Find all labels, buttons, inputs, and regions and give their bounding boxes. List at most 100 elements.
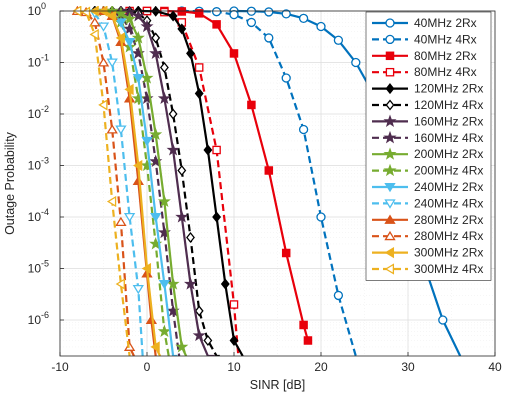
x-tick-label: -10 — [51, 360, 69, 374]
data-point-40mhz-4rx — [298, 124, 309, 135]
data-point-120mhz-4rx — [194, 305, 204, 317]
y-axis-label: Outage Probability — [3, 131, 17, 235]
data-point-300mhz-2rx — [141, 262, 152, 275]
legend-label-120mhz-2rx: 120MHz 2Rx — [414, 82, 483, 96]
data-point-40mhz-2rx — [438, 315, 448, 325]
legend-marker-240mhz-4rx — [384, 199, 396, 209]
data-point-300mhz-2rx — [132, 159, 143, 172]
series-group — [71, 6, 462, 356]
data-point-280mhz-4rx — [115, 216, 127, 227]
data-point-40mhz-4rx — [229, 9, 239, 20]
legend-marker-300mhz-2rx — [384, 246, 395, 259]
legend-label-280mhz-2rx: 280MHz 2Rx — [414, 213, 483, 227]
data-point-240mhz-2rx — [158, 279, 171, 290]
y-tick-exponent: -2 — [41, 104, 49, 114]
legend-label-80mhz-2rx: 80MHz 2Rx — [414, 49, 477, 63]
y-tick-label: 10 — [28, 56, 42, 70]
data-point-280mhz-4rx — [89, 17, 101, 27]
legend-entry-40mhz-2rx: 40MHz 2Rx — [372, 16, 477, 30]
data-point-300mhz-2rx — [150, 341, 160, 353]
legend-entry-160mhz-4rx: 160MHz 4Rx — [372, 131, 483, 145]
data-point-240mhz-2rx — [150, 212, 162, 223]
data-point-80mhz-4rx — [212, 145, 221, 155]
data-point-240mhz-2rx — [115, 18, 127, 28]
x-tick-label: 30 — [401, 360, 415, 374]
legend-label-300mhz-2rx: 300MHz 2Rx — [414, 246, 483, 260]
series-line-200mhz-2rx — [111, 9, 188, 356]
data-point-120mhz-4rx — [203, 334, 213, 347]
data-point-120mhz-4rx — [177, 164, 187, 177]
data-point-240mhz-2rx — [141, 136, 153, 147]
data-point-280mhz-4rx — [97, 57, 110, 67]
legend-label-280mhz-4rx: 280MHz 4Rx — [414, 229, 483, 243]
data-point-300mhz-2rx — [115, 32, 125, 44]
legend-entry-280mhz-4rx: 280MHz 4Rx — [372, 229, 483, 243]
data-point-200mhz-2rx — [149, 127, 163, 141]
data-point-300mhz-4rx — [89, 28, 99, 41]
data-point-120mhz-2rx — [212, 211, 222, 223]
series-240mhz-4rx — [89, 9, 144, 356]
data-point-80mhz-2rx — [177, 7, 187, 16]
legend-label-200mhz-2rx: 200MHz 2Rx — [414, 147, 483, 161]
y-tick-label: 10 — [28, 4, 42, 18]
legend-marker-80mhz-2rx — [385, 51, 395, 61]
legend-entry-80mhz-2rx: 80MHz 2Rx — [372, 49, 477, 63]
legend-entry-80mhz-4rx: 80MHz 4Rx — [372, 65, 477, 79]
y-tick-label: 10 — [28, 210, 42, 224]
data-point-80mhz-2rx — [212, 20, 221, 29]
data-point-120mhz-2rx — [177, 23, 187, 35]
data-point-300mhz-2rx — [106, 10, 117, 22]
data-point-280mhz-4rx — [106, 124, 118, 134]
data-point-160mhz-2rx — [175, 210, 189, 223]
data-point-300mhz-4rx — [80, 6, 91, 18]
legend-marker-200mhz-2rx — [383, 147, 397, 160]
data-point-120mhz-4rx — [186, 231, 195, 244]
data-point-300mhz-4rx — [98, 99, 108, 111]
legend-label-80mhz-4rx: 80MHz 4Rx — [414, 65, 477, 79]
data-point-200mhz-2rx — [123, 12, 137, 25]
data-point-160mhz-2rx — [166, 143, 180, 156]
data-point-40mhz-4rx — [281, 73, 291, 83]
y-tick-label: 10 — [28, 313, 42, 327]
plot-area-frame — [59, 10, 496, 357]
legend-entry-300mhz-2rx: 300MHz 2Rx — [372, 246, 483, 260]
data-point-40mhz-4rx — [211, 7, 222, 17]
legend-marker-120mhz-4rx — [385, 99, 395, 111]
legend-label-120mhz-4rx: 120MHz 4Rx — [414, 98, 483, 112]
data-point-200mhz-2rx — [175, 340, 189, 353]
data-point-80mhz-2rx — [281, 248, 291, 258]
data-point-120mhz-2rx — [186, 47, 195, 59]
data-point-120mhz-2rx — [203, 144, 213, 156]
x-tick-label: 10 — [227, 360, 241, 374]
series-300mhz-4rx — [72, 6, 131, 356]
data-point-160mhz-2rx — [183, 277, 198, 290]
data-point-300mhz-2rx — [124, 83, 134, 96]
series-line-240mhz-2rx — [119, 21, 178, 356]
data-point-120mhz-2rx — [229, 334, 239, 347]
data-point-40mhz-2rx — [333, 35, 344, 45]
data-point-120mhz-4rx — [151, 32, 161, 44]
data-point-240mhz-4rx — [115, 125, 127, 135]
data-point-120mhz-2rx — [220, 278, 230, 290]
y-tick-exponent: 0 — [41, 1, 46, 11]
data-point-160mhz-2rx — [131, 9, 145, 22]
data-point-80mhz-4rx — [194, 63, 204, 72]
data-point-240mhz-2rx — [132, 73, 144, 84]
y-tick-exponent: -1 — [41, 53, 49, 63]
data-point-120mhz-2rx — [194, 87, 204, 100]
data-point-240mhz-4rx — [106, 58, 118, 68]
x-tick-label: 40 — [488, 360, 502, 374]
legend-entry-160mhz-2rx: 160MHz 2Rx — [372, 114, 483, 128]
x-tick-label: 20 — [314, 360, 328, 374]
data-point-40mhz-4rx — [316, 212, 326, 222]
data-point-200mhz-2rx — [166, 277, 180, 290]
y-tick-exponent: -3 — [41, 156, 49, 166]
legend-marker-240mhz-2rx — [384, 182, 396, 193]
data-point-80mhz-4rx — [229, 300, 239, 309]
legend-label-240mhz-4rx: 240MHz 4Rx — [414, 196, 483, 210]
data-point-120mhz-4rx — [159, 61, 169, 74]
legend-entry-240mhz-4rx: 240MHz 4Rx — [372, 196, 483, 210]
data-point-80mhz-2rx — [303, 336, 313, 345]
